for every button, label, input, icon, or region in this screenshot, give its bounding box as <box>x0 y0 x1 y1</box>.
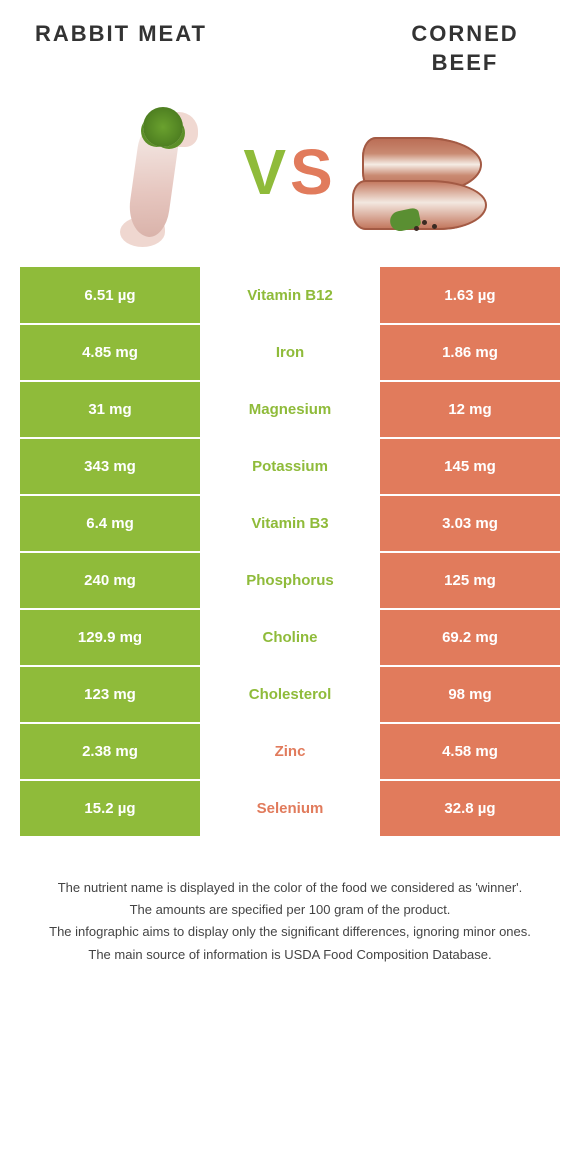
nutrient-name-cell: Cholesterol <box>200 666 380 723</box>
left-food-title: RABBIT MEAT <box>35 20 207 77</box>
vs-label: VS <box>243 135 336 209</box>
nutrient-name-cell: Choline <box>200 609 380 666</box>
corned-beef-image <box>352 102 492 242</box>
nutrient-name-cell: Phosphorus <box>200 552 380 609</box>
right-value-cell: 4.58 mg <box>380 723 560 780</box>
left-value-cell: 343 mg <box>20 438 200 495</box>
right-value-cell: 145 mg <box>380 438 560 495</box>
table-row: 123 mgCholesterol98 mg <box>20 666 560 723</box>
right-value-cell: 69.2 mg <box>380 609 560 666</box>
table-row: 4.85 mgIron1.86 mg <box>20 324 560 381</box>
vs-v: V <box>243 136 290 208</box>
right-food-title: CORNED BEEF <box>395 20 535 77</box>
right-value-cell: 1.86 mg <box>380 324 560 381</box>
footnote-line: The amounts are specified per 100 gram o… <box>28 900 552 920</box>
footnote-line: The nutrient name is displayed in the co… <box>28 878 552 898</box>
nutrient-name-cell: Selenium <box>200 780 380 837</box>
left-value-cell: 2.38 mg <box>20 723 200 780</box>
right-value-cell: 3.03 mg <box>380 495 560 552</box>
footnote-line: The infographic aims to display only the… <box>28 922 552 942</box>
left-value-cell: 4.85 mg <box>20 324 200 381</box>
footnotes: The nutrient name is displayed in the co… <box>0 878 580 965</box>
nutrient-name-cell: Magnesium <box>200 381 380 438</box>
hero-row: VS <box>0 77 580 267</box>
left-value-cell: 31 mg <box>20 381 200 438</box>
nutrient-comparison-table: 6.51 µgVitamin B121.63 µg4.85 mgIron1.86… <box>20 267 560 838</box>
left-value-cell: 123 mg <box>20 666 200 723</box>
nutrient-name-cell: Vitamin B12 <box>200 267 380 324</box>
table-row: 6.51 µgVitamin B121.63 µg <box>20 267 560 324</box>
vs-s: S <box>290 136 337 208</box>
table-row: 343 mgPotassium145 mg <box>20 438 560 495</box>
rabbit-meat-image <box>88 102 228 242</box>
nutrient-name-cell: Iron <box>200 324 380 381</box>
left-value-cell: 15.2 µg <box>20 780 200 837</box>
table-row: 2.38 mgZinc4.58 mg <box>20 723 560 780</box>
left-value-cell: 129.9 mg <box>20 609 200 666</box>
table-row: 15.2 µgSelenium32.8 µg <box>20 780 560 837</box>
right-value-cell: 12 mg <box>380 381 560 438</box>
footnote-line: The main source of information is USDA F… <box>28 945 552 965</box>
left-value-cell: 240 mg <box>20 552 200 609</box>
right-value-cell: 32.8 µg <box>380 780 560 837</box>
table-row: 6.4 mgVitamin B33.03 mg <box>20 495 560 552</box>
right-value-cell: 125 mg <box>380 552 560 609</box>
right-value-cell: 98 mg <box>380 666 560 723</box>
table-row: 129.9 mgCholine69.2 mg <box>20 609 560 666</box>
right-value-cell: 1.63 µg <box>380 267 560 324</box>
nutrient-name-cell: Zinc <box>200 723 380 780</box>
nutrient-name-cell: Vitamin B3 <box>200 495 380 552</box>
left-value-cell: 6.51 µg <box>20 267 200 324</box>
table-row: 240 mgPhosphorus125 mg <box>20 552 560 609</box>
table-row: 31 mgMagnesium12 mg <box>20 381 560 438</box>
left-value-cell: 6.4 mg <box>20 495 200 552</box>
nutrient-name-cell: Potassium <box>200 438 380 495</box>
